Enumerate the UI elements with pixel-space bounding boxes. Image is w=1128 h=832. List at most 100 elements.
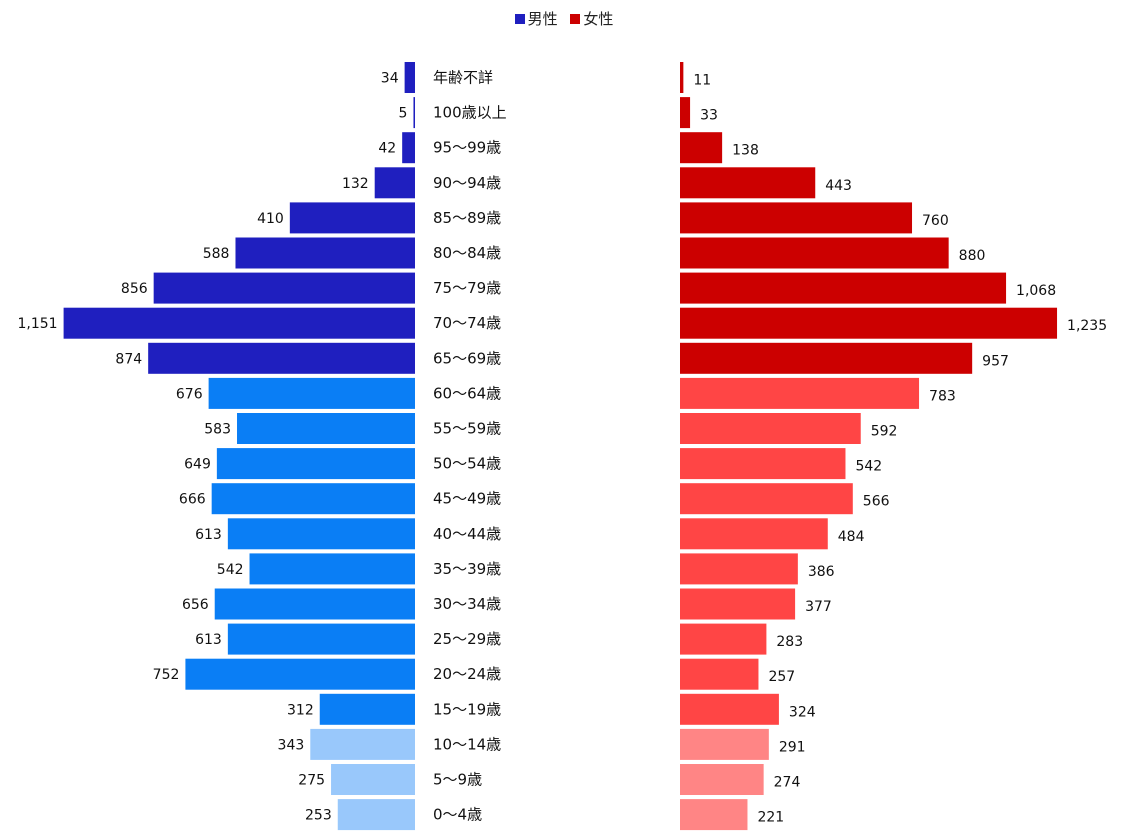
female-bar (680, 623, 767, 655)
age-group-label: 40〜44歳 (433, 525, 501, 543)
male-value-label: 542 (217, 562, 244, 578)
male-value-label: 253 (305, 808, 332, 824)
female-bar (680, 237, 949, 269)
female-value-label: 957 (982, 353, 1009, 369)
age-group-label: 35〜39歳 (433, 560, 501, 578)
male-bar (227, 518, 415, 550)
male-value-label: 613 (195, 632, 222, 648)
female-value-label: 760 (922, 213, 949, 229)
male-value-label: 649 (184, 457, 211, 473)
male-value-label: 613 (195, 527, 222, 543)
female-value-label: 274 (774, 775, 801, 791)
male-bar (319, 693, 415, 725)
age-group-label: 45〜49歳 (433, 490, 501, 508)
male-bar (227, 623, 415, 655)
male-value-label: 132 (342, 176, 369, 192)
female-bar (680, 342, 973, 374)
legend-item-female[interactable]: 女性 (570, 8, 613, 29)
female-value-label: 386 (808, 564, 835, 580)
legend-label-male: 男性 (527, 10, 558, 28)
age-group-label: 25〜29歳 (433, 630, 501, 648)
female-value-label: 443 (825, 178, 852, 194)
female-value-label: 566 (863, 494, 890, 510)
age-group-label: 30〜34歳 (433, 595, 501, 613)
male-value-label: 1,151 (18, 316, 58, 332)
age-group-label: 50〜54歳 (433, 455, 501, 473)
female-value-label: 283 (776, 634, 803, 650)
female-value-label: 324 (789, 704, 816, 720)
age-group-label: 10〜14歳 (433, 735, 501, 753)
age-group-label: 15〜19歳 (433, 700, 501, 718)
female-value-label: 1,235 (1067, 318, 1107, 334)
female-bar (680, 588, 796, 620)
female-bar (680, 518, 828, 550)
age-group-label: 60〜64歳 (433, 384, 501, 402)
female-bar (680, 658, 759, 690)
legend-item-male[interactable]: 男性 (514, 8, 558, 29)
female-value-label: 377 (805, 599, 832, 615)
female-value-label: 542 (855, 459, 882, 475)
male-value-label: 34 (381, 71, 399, 87)
female-value-label: 138 (732, 143, 759, 159)
male-value-label: 312 (287, 702, 314, 718)
male-bar (211, 483, 415, 515)
male-bar (402, 132, 415, 164)
female-bar (680, 693, 779, 725)
legend-label-female: 女性 (583, 10, 614, 28)
male-bar (237, 413, 415, 444)
male-value-label: 588 (203, 246, 230, 262)
male-bar (216, 448, 415, 480)
male-bar (310, 728, 415, 760)
legend-swatch-male (514, 14, 525, 24)
age-group-label: 65〜69歳 (433, 349, 501, 367)
male-bar (63, 307, 415, 339)
female-bar (680, 799, 748, 831)
male-bar (337, 799, 415, 831)
male-bar (331, 764, 415, 795)
male-value-label: 666 (179, 492, 206, 508)
female-bar (680, 62, 684, 93)
female-value-label: 221 (757, 810, 784, 826)
male-bar (185, 658, 415, 690)
age-group-label: 年齢不詳 (433, 69, 493, 87)
female-bar (680, 764, 764, 795)
female-value-label: 11 (693, 73, 711, 89)
male-bar (214, 588, 415, 620)
male-bar (374, 167, 415, 199)
female-value-label: 257 (768, 669, 795, 685)
male-value-label: 343 (278, 737, 305, 753)
female-bar (680, 483, 853, 515)
female-bar (680, 97, 691, 129)
age-group-label: 75〜79歳 (433, 279, 501, 297)
male-value-label: 856 (121, 281, 148, 297)
age-group-label: 70〜74歳 (433, 314, 501, 332)
age-group-label: 95〜99歳 (433, 139, 501, 157)
male-bar (235, 237, 415, 269)
male-value-label: 275 (298, 773, 325, 789)
female-value-label: 33 (700, 108, 718, 124)
age-group-label: 80〜84歳 (433, 244, 501, 262)
female-value-label: 783 (929, 388, 956, 404)
male-value-label: 5 (399, 106, 408, 122)
female-value-label: 484 (838, 529, 865, 545)
age-group-label: 0〜4歳 (433, 806, 482, 824)
male-bar (413, 97, 415, 129)
female-bar (680, 167, 816, 199)
age-group-label: 90〜94歳 (433, 174, 501, 192)
female-value-label: 880 (959, 248, 986, 264)
male-bar (208, 377, 415, 409)
legend-swatch-female (570, 14, 581, 24)
female-value-label: 592 (871, 424, 898, 440)
legend: 男性 女性 (0, 8, 1128, 29)
female-bar (680, 307, 1058, 339)
male-bar (289, 202, 415, 234)
male-bar (249, 553, 415, 585)
female-bar (680, 202, 913, 234)
female-bar (680, 728, 769, 760)
male-value-label: 656 (182, 597, 209, 613)
male-value-label: 752 (153, 667, 180, 683)
female-value-label: 1,068 (1016, 283, 1056, 299)
male-value-label: 874 (115, 351, 142, 367)
male-bar (404, 62, 415, 93)
